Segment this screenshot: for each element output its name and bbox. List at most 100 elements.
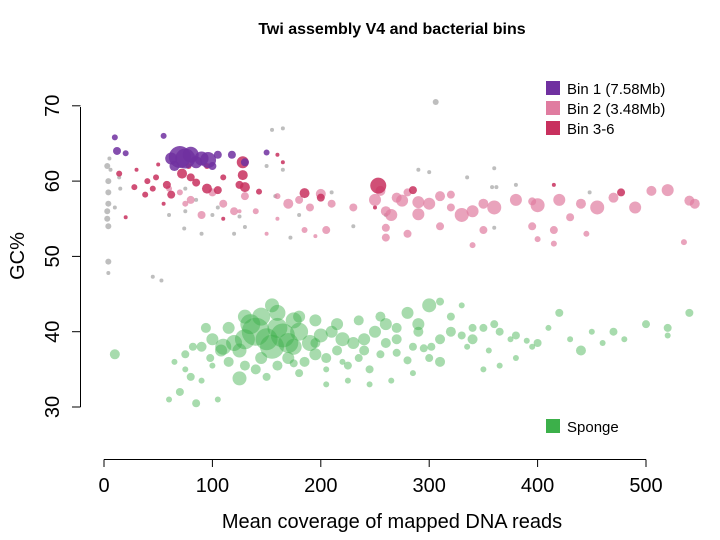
point-bin-3-6 <box>370 177 387 194</box>
point-bin-3-6 <box>142 191 149 198</box>
point-other <box>112 205 117 210</box>
point-sponge <box>435 334 446 345</box>
point-bin-3-6 <box>153 174 160 181</box>
point-other <box>492 166 497 171</box>
point-sponge <box>567 336 574 343</box>
point-bin-2-3-48mb <box>182 200 189 207</box>
point-other <box>237 214 242 219</box>
point-sponge <box>365 365 374 374</box>
point-other <box>106 270 111 275</box>
point-bin-2-3-48mb <box>435 191 446 202</box>
point-bin-2-3-48mb <box>446 203 455 212</box>
point-bin-2-3-48mb <box>446 190 455 199</box>
point-sponge <box>436 297 445 306</box>
point-sponge <box>642 320 650 329</box>
point-other <box>351 224 356 229</box>
point-sponge <box>290 322 309 341</box>
point-sponge <box>332 345 343 356</box>
point-bin-2-3-48mb <box>252 208 259 215</box>
point-sponge <box>241 317 270 346</box>
point-sponge <box>409 370 416 377</box>
point-other <box>297 212 302 217</box>
point-other <box>329 190 334 195</box>
point-other <box>183 209 188 214</box>
point-sponge <box>323 366 330 373</box>
point-bin-3-6 <box>123 215 128 220</box>
point-other <box>105 223 112 230</box>
point-sponge <box>408 342 417 351</box>
point-bin-2-3-48mb <box>423 197 436 210</box>
point-sponge <box>331 318 344 331</box>
chart-title: Twi assembly V4 and bacterial bins <box>258 21 525 38</box>
point-sponge <box>495 327 504 336</box>
point-bin-1-7-58mb <box>169 161 180 172</box>
point-bin-1-7-58mb <box>263 149 270 156</box>
point-bin-2-3-48mb <box>313 234 318 239</box>
point-sponge <box>490 320 499 329</box>
point-sponge <box>369 325 381 338</box>
point-bin-2-3-48mb <box>550 240 557 247</box>
point-other <box>104 163 111 170</box>
point-other <box>432 99 439 106</box>
point-bin-1-7-58mb <box>122 150 129 157</box>
point-bin-3-6 <box>156 162 161 167</box>
point-bin-3-6 <box>373 205 377 210</box>
point-bin-2-3-48mb <box>381 223 390 232</box>
point-sponge <box>588 328 595 335</box>
point-sponge <box>250 364 261 375</box>
point-bin-2-3-48mb <box>275 216 280 221</box>
point-bin-2-3-48mb <box>469 242 476 249</box>
legend-swatch-bin-1 <box>546 81 560 95</box>
point-other <box>105 200 112 207</box>
point-sponge <box>496 362 503 369</box>
point-sponge <box>200 322 211 333</box>
point-sponge <box>575 345 586 356</box>
point-sponge <box>309 314 322 327</box>
point-sponge <box>467 334 478 345</box>
point-sponge <box>445 326 456 337</box>
point-sponge <box>289 359 298 368</box>
point-bin-3-6 <box>220 174 227 181</box>
point-other <box>490 185 495 190</box>
points-layer <box>104 99 700 408</box>
point-bin-2-3-48mb <box>575 198 586 209</box>
point-bin-3-6 <box>167 190 176 199</box>
point-other <box>167 212 172 217</box>
point-other <box>280 167 285 172</box>
point-sponge <box>599 339 606 346</box>
point-sponge <box>358 333 371 346</box>
y-tick-label: 30 <box>42 396 64 418</box>
point-sponge <box>512 355 519 362</box>
point-bin-3-6 <box>551 182 556 187</box>
point-sponge <box>511 331 520 340</box>
y-tick-label: 50 <box>42 245 64 267</box>
point-bin-3-6 <box>144 178 151 185</box>
point-sponge <box>186 372 195 381</box>
y-axis-label: GC% <box>7 232 29 280</box>
point-bin-3-6 <box>192 178 201 187</box>
point-other <box>118 186 123 191</box>
point-sponge <box>388 377 395 384</box>
point-bin-2-3-48mb <box>197 210 206 219</box>
point-other <box>427 170 432 175</box>
point-sponge <box>226 334 243 351</box>
x-tick-label: 100 <box>196 475 229 497</box>
point-bin-3-6 <box>280 160 285 165</box>
point-sponge <box>267 317 288 338</box>
point-sponge <box>325 325 338 338</box>
point-sponge <box>321 353 332 364</box>
point-sponge <box>214 396 221 403</box>
point-bin-2-3-48mb <box>629 201 642 214</box>
point-sponge <box>529 343 536 350</box>
point-bin-1-7-58mb <box>111 134 118 141</box>
point-bin-2-3-48mb <box>454 207 469 222</box>
point-bin-1-7-58mb <box>113 146 122 155</box>
point-sponge <box>523 337 530 344</box>
x-tick-label: 500 <box>629 475 662 497</box>
x-tick-label: 200 <box>304 475 337 497</box>
y-tick-label: 70 <box>42 95 64 117</box>
point-bin-2-3-48mb <box>466 205 479 218</box>
point-bin-3-6 <box>617 188 626 197</box>
point-other <box>242 225 247 230</box>
point-other <box>288 235 293 240</box>
